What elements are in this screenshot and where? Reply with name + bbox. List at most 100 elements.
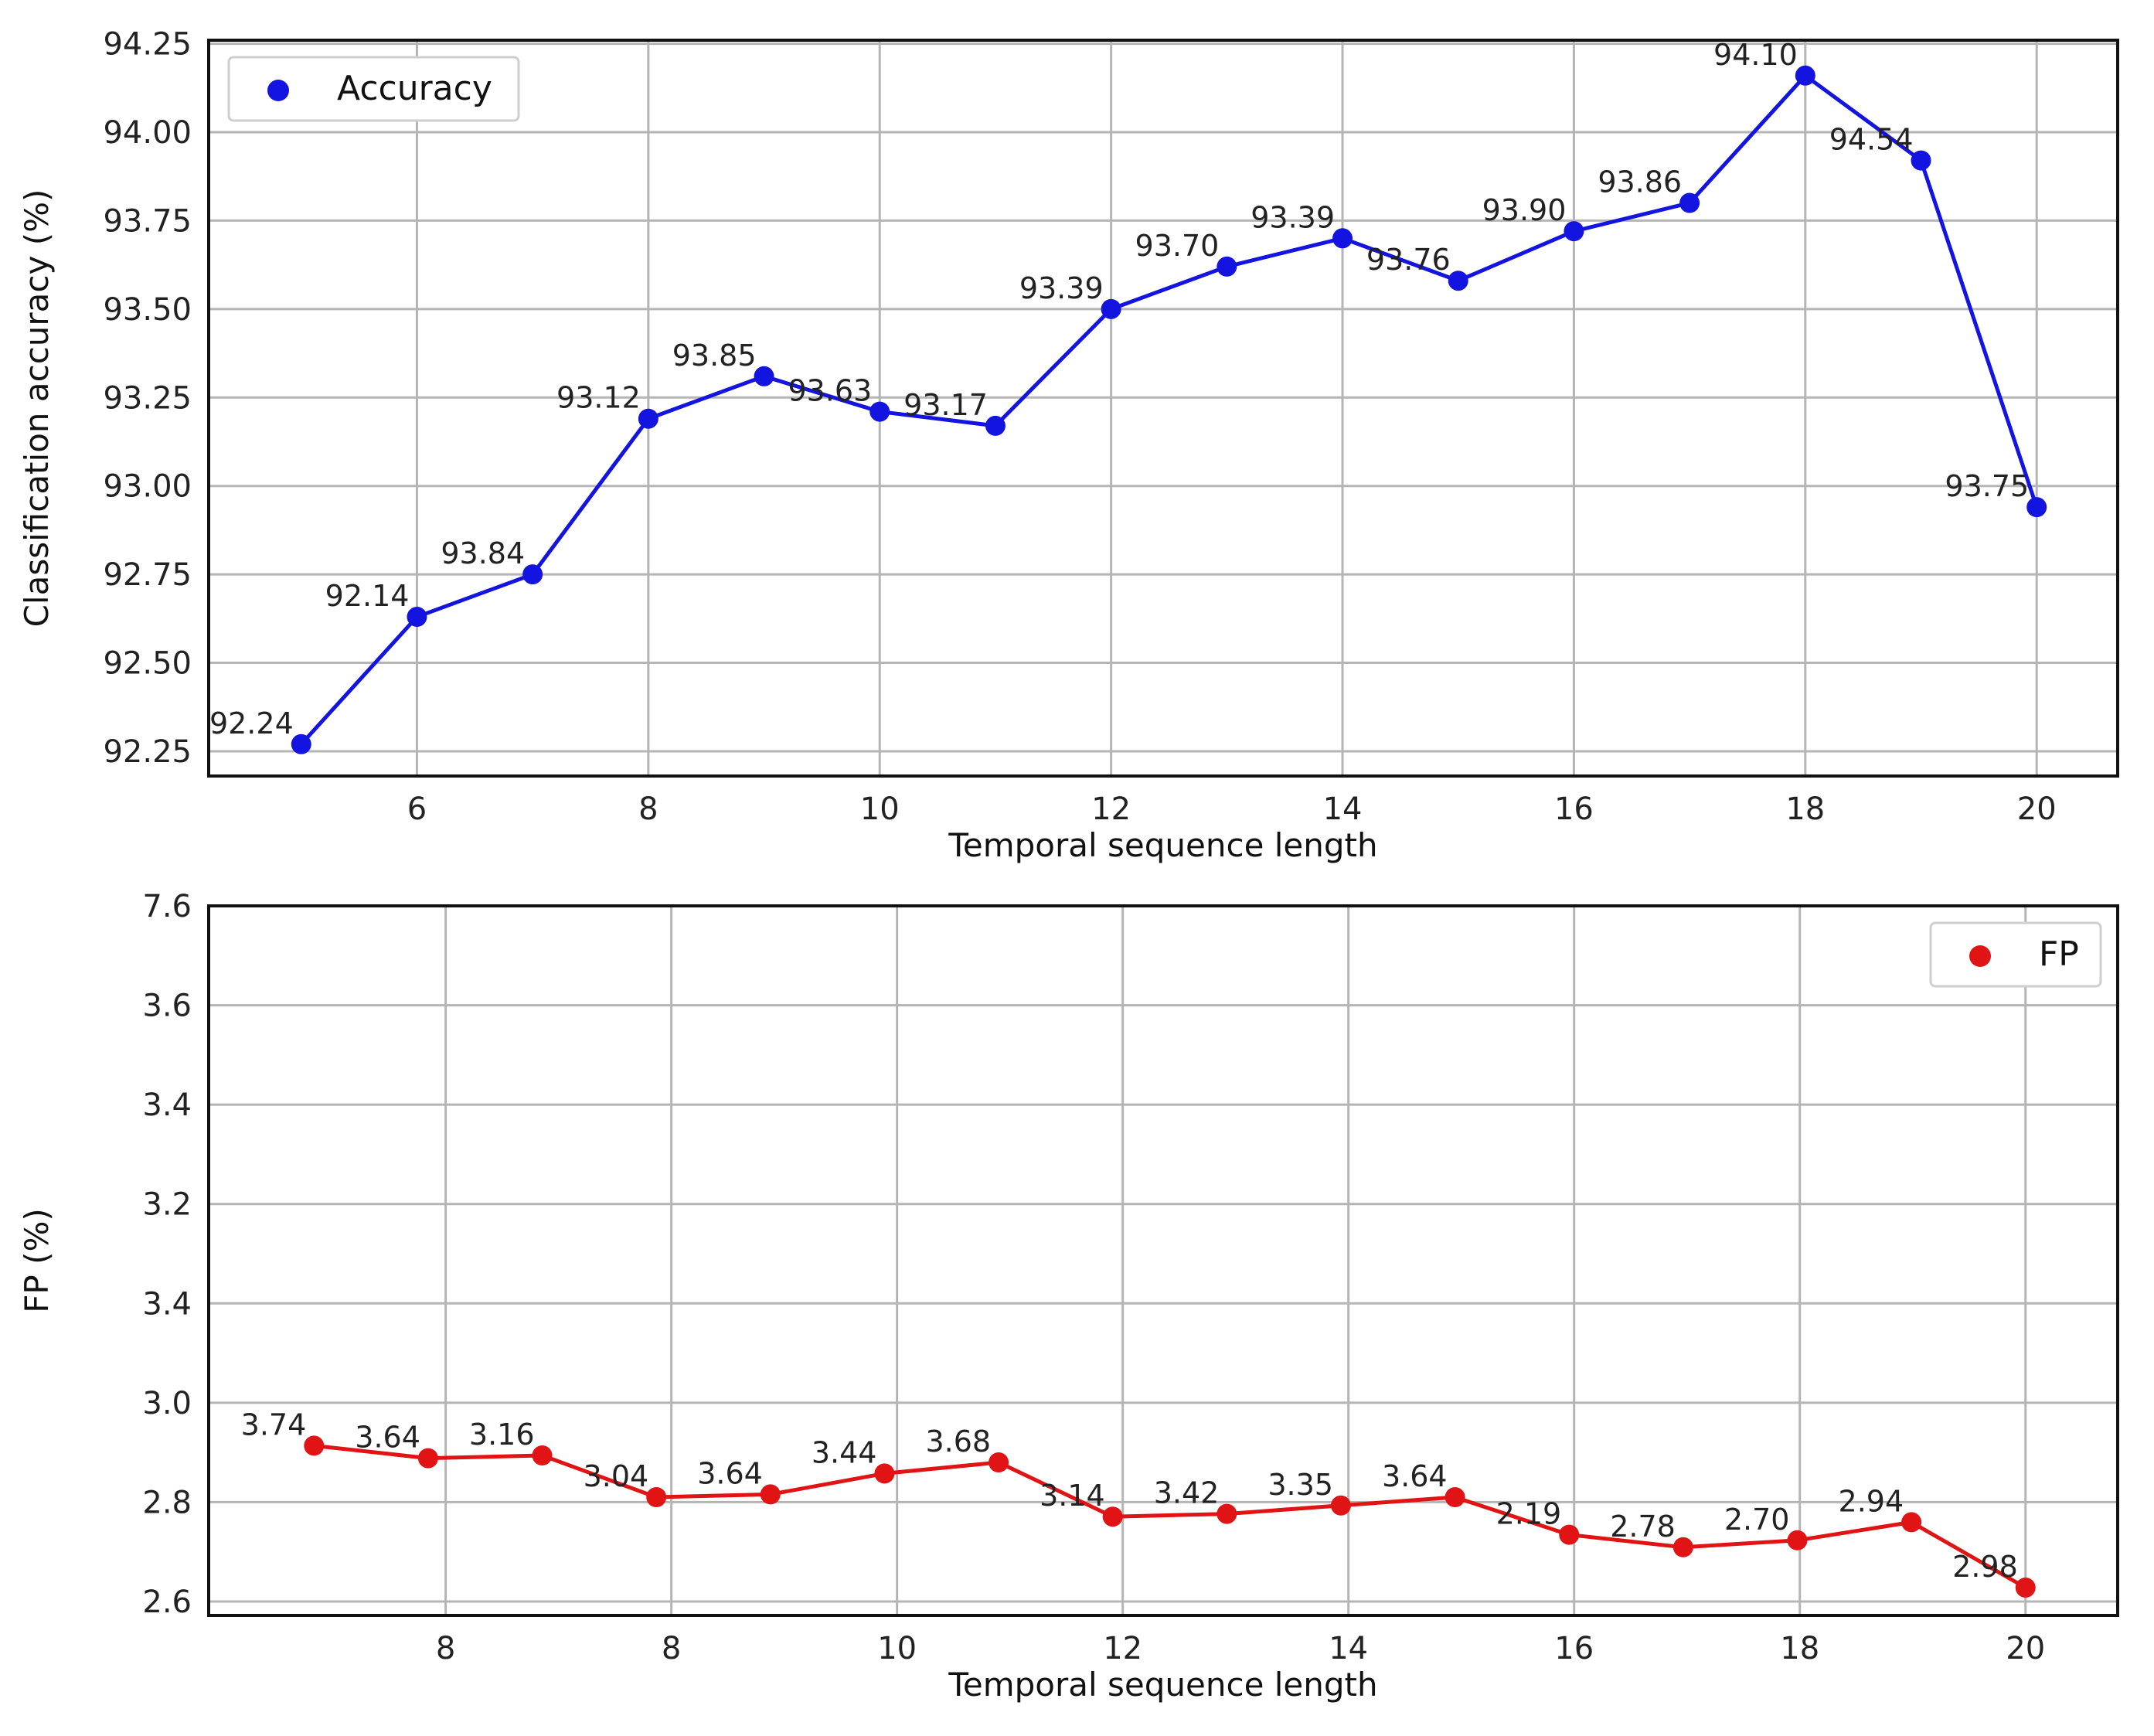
data-point bbox=[1101, 298, 1121, 319]
data-label: 2.19 bbox=[1496, 1497, 1562, 1531]
data-point bbox=[304, 1435, 325, 1456]
data-point bbox=[1217, 256, 1237, 277]
data-point bbox=[407, 607, 427, 628]
x-tick-label: 12 bbox=[1103, 1631, 1142, 1666]
data-label: 3.42 bbox=[1154, 1476, 1220, 1510]
data-point bbox=[989, 1452, 1009, 1472]
x-tick-label: 6 bbox=[407, 791, 427, 827]
data-label: 2.70 bbox=[1724, 1503, 1790, 1537]
data-label: 3.44 bbox=[812, 1435, 877, 1469]
data-label: 3.64 bbox=[355, 1421, 420, 1455]
y-axis-label: Classification accuracy (%) bbox=[18, 189, 56, 628]
data-point bbox=[417, 1448, 438, 1469]
data-label: 3.64 bbox=[1382, 1459, 1448, 1493]
data-label: 93.85 bbox=[672, 339, 757, 373]
data-label: 3.16 bbox=[469, 1418, 535, 1452]
series-line bbox=[299, 73, 2039, 746]
y-tick-label: 2.6 bbox=[142, 1585, 192, 1620]
legend-label: Accuracy bbox=[337, 69, 492, 108]
accuracy-chart-panel: 92.25 92.50 92.75 93.00 93.25 93.50 93.75 94.00… bbox=[18, 27, 2119, 864]
y-axis-label: FP (%) bbox=[18, 1208, 56, 1313]
x-tick-label: 18 bbox=[1785, 791, 1825, 827]
data-label: 93.75 bbox=[1945, 469, 2029, 503]
data-label: 93.90 bbox=[1482, 193, 1567, 227]
x-tick-label: 20 bbox=[2017, 791, 2057, 827]
data-label: 94.54 bbox=[1829, 123, 1914, 157]
x-axis-label: Temporal sequence length bbox=[948, 1666, 1377, 1704]
y-tick-label: 3.4 bbox=[142, 1088, 192, 1123]
series-line bbox=[314, 1443, 2027, 1590]
data-point bbox=[1330, 1495, 1351, 1516]
data-label: 93.70 bbox=[1135, 229, 1220, 263]
data-point bbox=[1217, 1503, 1237, 1524]
legend-box bbox=[1929, 921, 2102, 988]
y-tick-label: 93.50 bbox=[103, 292, 192, 328]
legend-marker bbox=[267, 80, 289, 101]
data-label: 3.68 bbox=[925, 1425, 991, 1459]
data-point bbox=[522, 564, 543, 585]
data-label: 93.86 bbox=[1598, 165, 1682, 199]
y-tick-label: 92.25 bbox=[103, 734, 192, 770]
y-tick-label: 94.00 bbox=[103, 115, 192, 151]
y-tick-label: 3.0 bbox=[142, 1386, 192, 1421]
legend-box bbox=[227, 56, 520, 122]
data-label: 93.76 bbox=[1366, 243, 1451, 277]
data-point bbox=[1448, 271, 1468, 291]
data-point bbox=[532, 1445, 553, 1465]
x-tick-label: 10 bbox=[877, 1631, 917, 1666]
data-point bbox=[291, 734, 311, 754]
data-point bbox=[1332, 228, 1353, 249]
data-label: 93.39 bbox=[1019, 271, 1104, 305]
data-point bbox=[760, 1484, 781, 1505]
y-tick-label: 92.50 bbox=[103, 646, 192, 682]
x-tick-label: 14 bbox=[1329, 1631, 1368, 1666]
x-tick-label: 16 bbox=[1554, 1631, 1594, 1666]
x-tick-label: 12 bbox=[1091, 791, 1131, 827]
y-tick-label: 92.75 bbox=[103, 557, 192, 593]
data-label: 3.35 bbox=[1268, 1468, 1333, 1502]
x-tick-label: 8 bbox=[436, 1631, 455, 1666]
data-point bbox=[1901, 1512, 1922, 1533]
y-tick-label: 3.6 bbox=[142, 989, 192, 1024]
y-tick-label: 2.8 bbox=[142, 1485, 192, 1520]
data-point bbox=[1679, 192, 1700, 213]
data-point bbox=[1911, 150, 1931, 171]
data-label: 93.39 bbox=[1251, 200, 1335, 234]
data-point bbox=[1564, 221, 1584, 242]
data-label: 3.04 bbox=[584, 1459, 649, 1493]
data-point bbox=[754, 366, 774, 386]
data-point bbox=[985, 415, 1006, 436]
data-label: 93.17 bbox=[903, 388, 988, 422]
fp-chart-panel: 2.6 2.8 3.0 3.4 3.2 3.4 3.6 7.6 8 8 10 12 14 16 18 20 Te… bbox=[18, 889, 2119, 1704]
y-tick-label: 93.00 bbox=[103, 469, 192, 505]
data-point bbox=[1787, 1530, 1808, 1550]
y-tick-label: 7.6 bbox=[142, 889, 192, 924]
data-point bbox=[2015, 1578, 2036, 1598]
legend-marker bbox=[1969, 945, 1991, 967]
data-point bbox=[1672, 1537, 1693, 1557]
data-label: 2.98 bbox=[1952, 1550, 2018, 1584]
data-point bbox=[869, 401, 890, 422]
y-tick-label: 94.25 bbox=[103, 27, 192, 63]
data-label: 94.10 bbox=[1713, 38, 1798, 72]
y-tick-label: 3.4 bbox=[142, 1286, 192, 1322]
x-tick-label: 16 bbox=[1554, 791, 1594, 827]
data-point bbox=[1102, 1506, 1123, 1527]
x-tick-label: 8 bbox=[662, 1631, 681, 1666]
data-label: 92.24 bbox=[209, 706, 294, 740]
data-point bbox=[646, 1487, 667, 1507]
data-label: 93.63 bbox=[788, 374, 872, 408]
x-axis-label: Temporal sequence length bbox=[948, 826, 1377, 864]
data-label: 3.64 bbox=[697, 1456, 763, 1490]
data-label: 93.12 bbox=[556, 381, 641, 415]
plot-area-frame bbox=[207, 904, 2119, 1617]
x-tick-label: 20 bbox=[2006, 1631, 2045, 1666]
y-tick-label: 93.75 bbox=[103, 203, 192, 239]
data-label: 2.94 bbox=[1839, 1484, 1904, 1518]
y-tick-label: 93.25 bbox=[103, 380, 192, 416]
data-point bbox=[2026, 497, 2047, 518]
data-point bbox=[1445, 1487, 1465, 1507]
data-label: 3.74 bbox=[241, 1408, 307, 1442]
data-label: 2.78 bbox=[1610, 1510, 1676, 1544]
